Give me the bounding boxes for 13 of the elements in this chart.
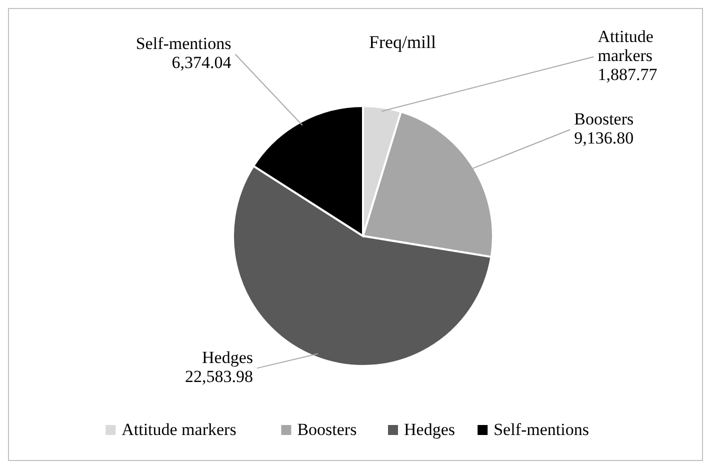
legend-label: Attitude markers [122, 420, 236, 439]
data-label: 22,583.98 [184, 367, 253, 386]
legend-label: Self-mentions [494, 420, 589, 439]
slice-label: Self-mentions [136, 34, 232, 54]
slice-label: Hedges [202, 348, 253, 368]
data-label: 6,374.04 [172, 53, 232, 72]
chart-title: Freq/mill [369, 32, 436, 52]
legend-label: Boosters [297, 420, 357, 439]
slice-label: Attitude markers [598, 27, 654, 66]
slice-label: Boosters [574, 110, 634, 129]
legend-label: Hedges [404, 420, 455, 439]
data-label: 9,136.80 [574, 128, 634, 148]
data-label: 1,887.77 [598, 65, 658, 84]
